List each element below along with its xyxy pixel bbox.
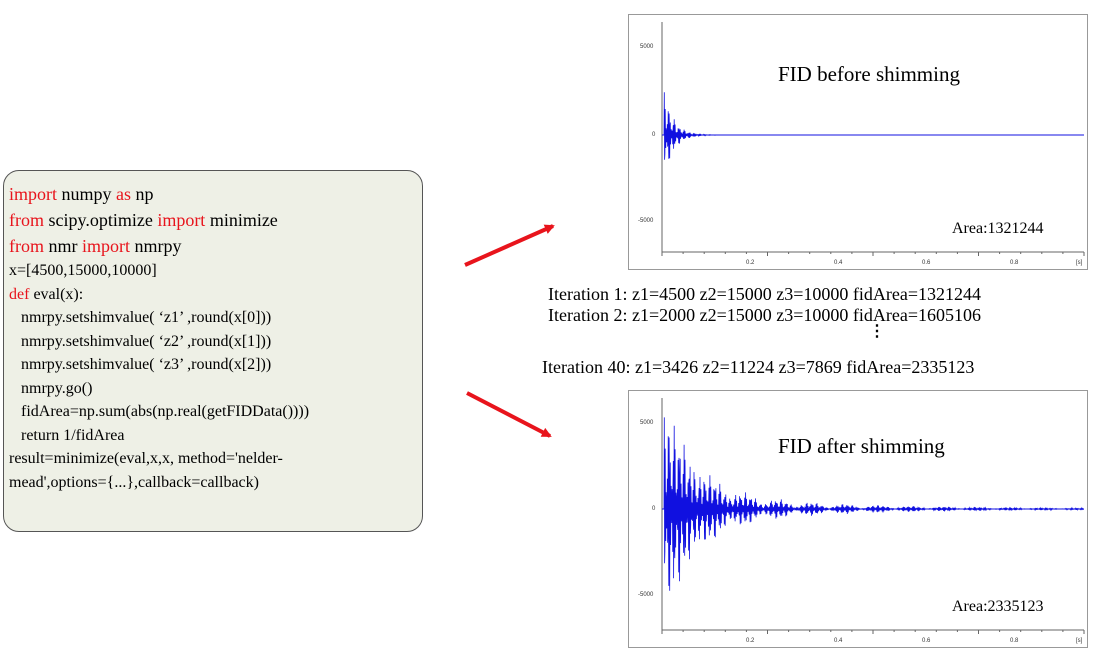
ytick-5000: 5000 <box>640 44 654 50</box>
code-line: import numpy as np <box>9 181 416 207</box>
code-line: fidArea=np.sum(abs(np.real(getFIDData())… <box>9 400 416 424</box>
iteration-1-text: Iteration 1: z1=4500 z2=15000 z3=10000 f… <box>548 284 982 304</box>
xtick-0.8: 0.8 <box>1010 638 1019 644</box>
iteration-40-text: Iteration 40: z1=3426 z2=11224 z3=7869 f… <box>542 357 975 377</box>
fid-before-plot: 5000 0 -5000 0.2 0.4 0.6 0.8 [s] FID bef… <box>628 14 1088 270</box>
code-line: nmrpy.setshimvalue( ‘z3’ ,round(x[2])) <box>9 353 416 377</box>
ytick-5000: 5000 <box>640 420 654 426</box>
xtick-0.4: 0.4 <box>834 260 843 266</box>
ytick-neg5000: -5000 <box>638 592 654 598</box>
fid-before-signal <box>661 22 1085 256</box>
code-text: return 1/fidArea <box>9 426 125 444</box>
code-text: numpy <box>57 184 117 204</box>
code-line: nmrpy.setshimvalue( ‘z2’ ,round(x[1])) <box>9 330 416 354</box>
fid-before-area: Area:1321244 <box>952 220 1044 237</box>
arrow-to-before-plot <box>464 224 555 267</box>
code-text: nmrpy.setshimvalue( ‘z1’ ,round(x[0])) <box>9 309 272 326</box>
code-box: import numpy as np from scipy.optimize im… <box>3 170 423 532</box>
xtick-0.2: 0.2 <box>746 260 755 266</box>
code-line: nmrpy.setshimvalue( ‘z1’ ,round(x[0])) <box>9 306 416 330</box>
ytick-0: 0 <box>652 132 656 138</box>
code-text: scipy.optimize <box>44 210 158 230</box>
vertical-ellipsis: ⋮ <box>869 323 885 340</box>
code-keyword: from <box>9 236 44 256</box>
xtick-0.4: 0.4 <box>834 638 843 644</box>
xtick-0.6: 0.6 <box>922 260 931 266</box>
code-line: from nmr import nmrpy <box>9 233 416 259</box>
xtick-0.8: 0.8 <box>1010 260 1019 266</box>
code-line: def eval(x): <box>9 283 416 307</box>
code-text: fidArea=np.sum(abs(np.real(getFIDData())… <box>9 403 310 420</box>
code-keyword: import <box>9 184 57 204</box>
code-line: from scipy.optimize import minimize <box>9 207 416 233</box>
code-text: mead',options={...},callback=callback) <box>9 473 259 491</box>
code-keyword: def <box>9 285 30 303</box>
iteration-2-text: Iteration 2: z1=2000 z2=15000 z3=10000 f… <box>548 305 982 325</box>
fid-before-title: FID before shimming <box>778 62 960 86</box>
fid-after-title: FID after shimming <box>778 434 945 458</box>
code-line: return 1/fidArea <box>9 424 416 448</box>
code-text: nmrpy.setshimvalue( ‘z2’ ,round(x[1])) <box>9 332 272 350</box>
code-text: result=minimize(eval,x,x, method='nelder… <box>9 450 283 467</box>
code-keyword: from <box>9 210 44 230</box>
fid-after-area: Area:2335123 <box>952 598 1044 615</box>
code-text: nmrpy.go() <box>9 379 93 397</box>
code-line: nmrpy.go() <box>9 377 416 401</box>
code-keyword: as <box>116 184 132 204</box>
code-text: x=[4500,15000,10000] <box>9 262 157 279</box>
code-text: minimize <box>205 210 278 230</box>
code-text: nmrpy <box>130 236 182 256</box>
ytick-neg5000: -5000 <box>638 218 654 224</box>
xtick-0.2: 0.2 <box>746 638 755 644</box>
code-keyword: import <box>157 210 206 230</box>
code-text: eval(x): <box>29 285 84 303</box>
code-keyword: import <box>82 236 130 256</box>
code-text: nmr <box>44 236 82 256</box>
xtick-unit: [s] <box>1076 260 1083 266</box>
code-line: result=minimize(eval,x,x, method='nelder… <box>9 447 416 471</box>
code-line: x=[4500,15000,10000] <box>9 259 416 283</box>
code-block: import numpy as np from scipy.optimize im… <box>9 181 416 494</box>
arrow-to-after-plot <box>466 391 552 438</box>
fid-after-plot: 5000 0 -5000 0.2 0.4 0.6 0.8 [s] FID aft… <box>628 390 1088 648</box>
code-text: np <box>131 184 154 204</box>
code-text: nmrpy.setshimvalue( ‘z3’ ,round(x[2])) <box>9 356 272 373</box>
fid-after-signal <box>661 398 1085 634</box>
xtick-0.6: 0.6 <box>922 638 931 644</box>
ytick-0: 0 <box>652 506 656 512</box>
xtick-unit: [s] <box>1076 638 1083 644</box>
code-line: mead',options={...},callback=callback) <box>9 471 416 495</box>
